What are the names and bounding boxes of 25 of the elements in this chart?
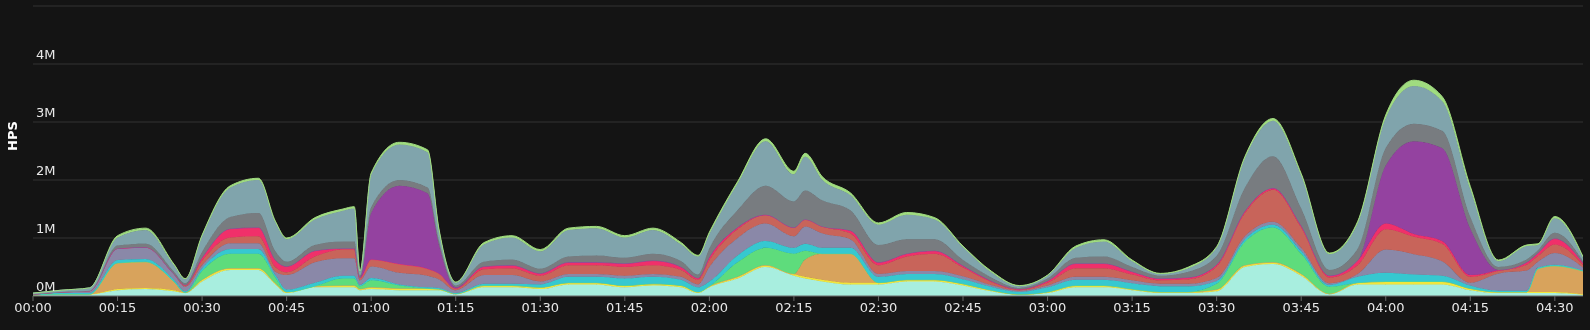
x-tick-label: 02:45 (944, 300, 982, 316)
x-tick-label: 02:30 (859, 300, 898, 316)
y-tick-label: 1M (36, 221, 56, 236)
y-axis-title: HPS (4, 121, 20, 151)
y-tick-label: 4M (36, 47, 56, 62)
x-tick-label: 04:00 (1367, 300, 1405, 316)
x-tick-label: 03:00 (1028, 300, 1067, 316)
x-tick-label: 01:45 (606, 300, 644, 316)
x-tick-label: 01:15 (437, 300, 475, 316)
x-tick-label: 04:30 (1536, 300, 1574, 316)
x-tick-label: 00:30 (183, 300, 221, 316)
x-tick-label: 03:15 (1113, 300, 1151, 316)
x-tick-label: 00:00 (14, 300, 52, 316)
y-tick-label: 2M (36, 163, 56, 178)
x-tick-label: 02:15 (775, 300, 813, 316)
y-tick-label: 0M (36, 279, 56, 294)
y-tick-label: 3M (36, 105, 56, 120)
x-tick-label: 01:00 (352, 300, 390, 316)
x-tick-label: 01:30 (521, 300, 560, 316)
x-tick-label: 02:00 (690, 300, 729, 316)
x-tick-label: 04:15 (1451, 300, 1490, 316)
x-tick-label: 03:30 (1197, 300, 1236, 316)
x-tick-label: 00:45 (267, 300, 306, 316)
x-tick-label: 03:45 (1282, 300, 1320, 316)
x-tick-label: 00:15 (98, 300, 137, 316)
